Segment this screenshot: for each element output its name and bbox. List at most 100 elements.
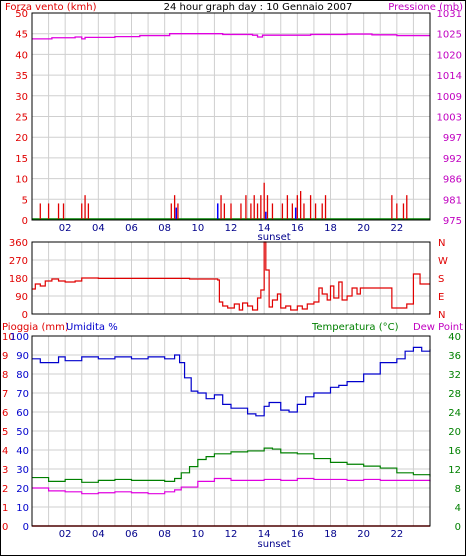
panel3-y-humidity-tick: 60 (16, 408, 29, 419)
panel1-x-tick: 14 (258, 223, 271, 234)
panel1-y-right-tick: 1003 (437, 113, 462, 124)
panel3-x-tick: 08 (158, 529, 171, 540)
panel3-y-right-tick: 16 (448, 446, 461, 457)
panel3-y-humidity-tick: 70 (16, 389, 29, 400)
panel1-x-tick: 10 (191, 223, 204, 234)
panel3-y-rain-tick: 1 (2, 503, 8, 514)
panel3-y-rain-tick: 10 (2, 332, 15, 343)
panel3-y-right-tick: 36 (448, 351, 461, 362)
panel3-y-rain-tick: 3 (2, 465, 8, 476)
dew-point-line (32, 477, 431, 495)
panel1-y-right-ticks: 975 981 986 992 997 1003 1009 1014 1020 1025 1031 (437, 9, 462, 227)
panel1-x-tick: 20 (357, 223, 370, 234)
panel3-y-rain-tick: 7 (2, 389, 8, 400)
panel2-plot-frame (31, 241, 431, 315)
panel1-y-left-tick: 45 (15, 30, 28, 41)
panel3-y-left-humidity-ticks: 0 10 20 30 40 50 60 70 80 90 100 (10, 332, 29, 533)
panel2-y-left-tick: 270 (9, 256, 28, 267)
panel3-left-label-rain: Pioggia (mm) (2, 322, 69, 333)
panel3-y-rain-tick: 2 (2, 484, 8, 495)
panel3-y-rain-tick: 0 (2, 522, 8, 533)
panel1-y-left-tick: 0 (22, 216, 28, 227)
panel3-left-label-humidity: Umidita % (66, 322, 118, 333)
panel2-y-right-tick: N (438, 310, 445, 321)
panel3-x-tick: 16 (291, 529, 304, 540)
panel1-y-left-tick: 30 (15, 92, 28, 103)
panel1-y-right-tick: 1020 (437, 50, 462, 61)
panel3-y-right-tick: 12 (448, 465, 461, 476)
panel1-y-right-tick: 997 (443, 133, 462, 144)
panel3-x-tick: 18 (324, 529, 337, 540)
panel3-y-humidity-tick: 20 (16, 484, 29, 495)
panel2-series (32, 241, 430, 311)
panel3-y-humidity-tick: 40 (16, 446, 29, 457)
panel1-x-ticks: 02 04 06 08 10 12 14 16 18 20 22 (59, 223, 403, 234)
panel1-plot-frame (31, 12, 431, 221)
panel1-y-right-tick: 1014 (437, 71, 462, 82)
panel1-sunset-label: sunset (258, 232, 291, 243)
panel2-y-right-tick: W (438, 256, 448, 267)
panel3-x-ticks: 02 04 06 08 10 12 14 16 18 20 22 (59, 529, 403, 540)
panel3-y-right-tick: 0 (455, 522, 461, 533)
pressure-line (32, 33, 430, 40)
panel1-y-right-tick: 981 (443, 195, 462, 206)
panel3-y-rain-tick: 6 (2, 408, 8, 419)
panel2-y-left-tick: 180 (9, 274, 28, 285)
panel3-x-tick: 04 (92, 529, 105, 540)
panel1-left-label: Forza vento (kmh) (5, 2, 97, 13)
panel1-x-tick: 06 (125, 223, 138, 234)
panel3-y-right-tick: 8 (455, 484, 461, 495)
panel3-y-right-tick: 24 (448, 408, 461, 419)
panel3-y-rain-tick: 4 (2, 446, 8, 457)
panel3-y-humidity-tick: 50 (16, 427, 29, 438)
panel3-y-humidity-tick: 30 (16, 465, 29, 476)
panel3-x-tick: 02 (59, 529, 72, 540)
panel3-y-humidity-tick: 90 (16, 351, 29, 362)
panel3-x-tick: 10 (191, 529, 204, 540)
panel1-series (32, 33, 430, 220)
panel1-y-left-tick: 5 (22, 195, 28, 206)
panel3-y-right-tick: 32 (448, 370, 461, 381)
panel3-plot-frame (31, 335, 431, 527)
panel3-y-humidity-tick: 0 (23, 522, 29, 533)
panel1-x-tick: 16 (291, 223, 304, 234)
panel1-grid (32, 12, 430, 221)
panel1-x-tick: 02 (59, 223, 72, 234)
panel1-y-left-ticks: 0 5 10 15 20 25 30 35 40 45 50 (15, 9, 28, 227)
panel2-y-right-tick: E (438, 292, 444, 303)
panel3-y-right-ticks: 0 4 8 12 16 20 24 28 32 36 40 (448, 332, 461, 533)
panel2-y-left-tick: 360 (9, 238, 28, 249)
panel1-y-left-tick: 40 (15, 50, 28, 61)
panel1-y-left-tick: 10 (15, 175, 28, 186)
panel1-y-right-tick: 1009 (437, 92, 462, 103)
panel3-y-right-tick: 20 (448, 427, 461, 438)
panel3-y-right-tick: 40 (448, 332, 461, 343)
panel1-y-left-tick: 50 (15, 9, 28, 20)
panel1-y-left-tick: 25 (15, 113, 28, 124)
panel3-x-tick: 22 (390, 529, 403, 540)
panel1-x-tick: 04 (92, 223, 105, 234)
humidity-line (32, 346, 431, 417)
panel1-x-tick: 18 (324, 223, 337, 234)
panel3-sunset-label: sunset (258, 539, 291, 550)
panel1-y-right-tick: 992 (443, 154, 462, 165)
panel3-y-humidity-tick: 80 (16, 370, 29, 381)
panel3-y-right-tick: 28 (448, 389, 461, 400)
panel3-y-right-tick: 4 (455, 503, 461, 514)
panel3-right-label-dew: Dew Point (413, 322, 463, 333)
panel1-right-label: Pressione (mb) (388, 2, 463, 13)
panel1-y-left-tick: 15 (15, 154, 28, 165)
panel1-x-tick: 22 (390, 223, 403, 234)
temperature-line (32, 447, 431, 483)
panel2-y-left-tick: 90 (15, 292, 28, 303)
panel3-x-tick: 12 (225, 529, 238, 540)
panel1-y-right-tick: 975 (443, 216, 462, 227)
panel1-y-right-tick: 1031 (437, 9, 462, 20)
wind-direction-line (32, 241, 430, 311)
panel3-y-humidity-tick: 100 (10, 332, 29, 343)
panel1-x-tick: 08 (158, 223, 171, 234)
panel2-y-right-tick: N (438, 238, 445, 249)
